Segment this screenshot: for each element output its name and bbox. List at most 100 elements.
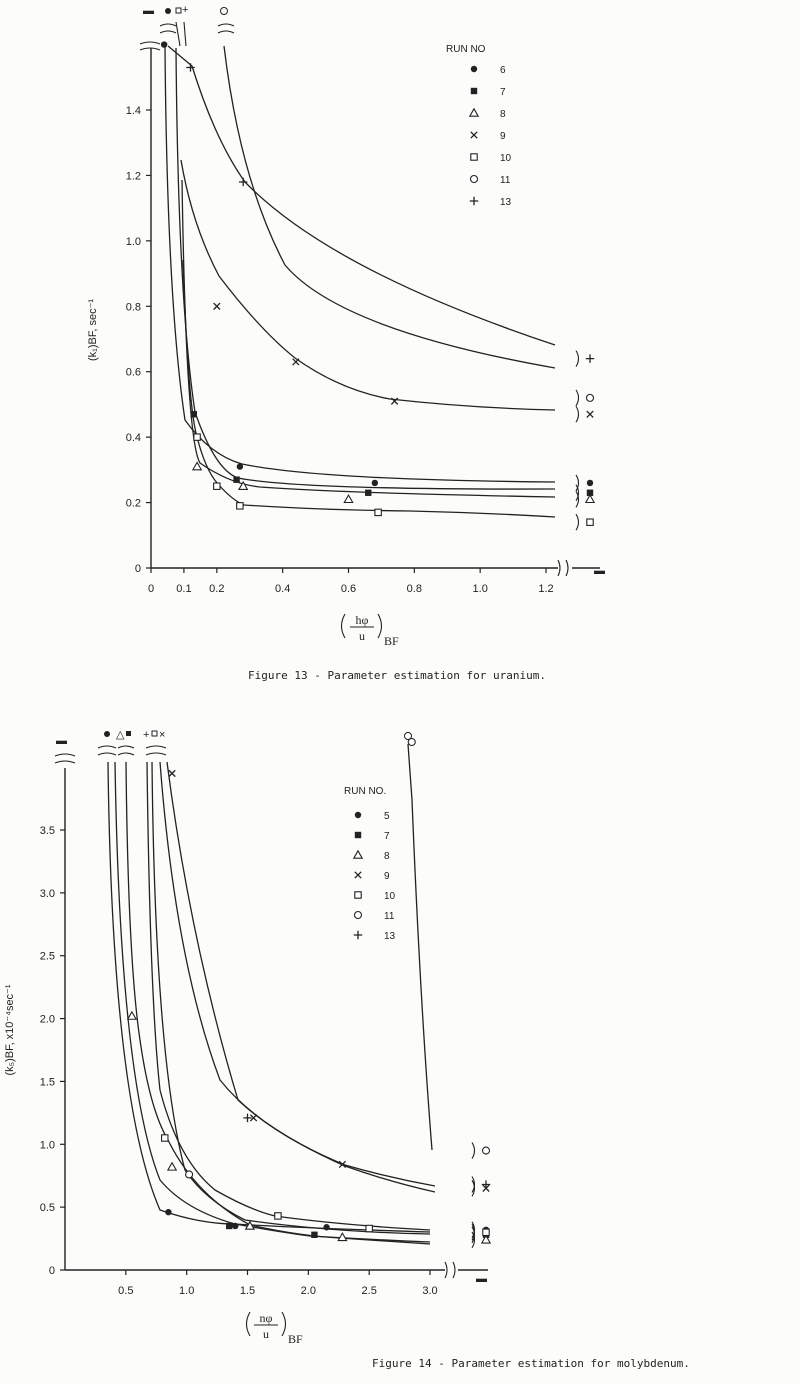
fig13-point-run10 bbox=[213, 482, 221, 490]
fig14-y-tick-label: 2.5 bbox=[40, 951, 55, 963]
fig13-tail-break bbox=[575, 474, 580, 492]
fig13-y-tick-label: 1.0 bbox=[126, 236, 141, 248]
fig14-y-tick-label: 2.0 bbox=[40, 1014, 55, 1026]
fig13-x-label-sub: BF bbox=[384, 634, 399, 648]
fig13-y-ticks: 0 0.2 0.4 0.6 0.8 1.0 1.2 1.4 bbox=[126, 105, 151, 575]
fig13-tail-marker-run13 bbox=[585, 354, 595, 363]
fig13-point-run8 bbox=[343, 493, 354, 504]
fig14-x-ticks: 0.5 1.0 1.5 2.0 2.5 3.0 bbox=[118, 1270, 438, 1297]
fig13-tail-break bbox=[575, 405, 580, 423]
fig14-point-run5 bbox=[165, 1208, 172, 1216]
fig14-top-marker-run8: △ bbox=[116, 729, 125, 741]
fig14-x-tick-label: 3.0 bbox=[422, 1285, 437, 1297]
fig13-y-tick-label: 0.8 bbox=[126, 301, 141, 313]
fig14-x-tick-label: 0.5 bbox=[118, 1285, 133, 1297]
fig13-x-tick-label: 0 bbox=[148, 583, 154, 595]
fig13-tail-break bbox=[575, 513, 580, 531]
fig13-top-breaks bbox=[159, 21, 235, 47]
fig13-legend-label: 6 bbox=[500, 65, 506, 76]
fig13-tail-break bbox=[575, 350, 580, 367]
fig14-curve-run9 bbox=[159, 761, 436, 1187]
fig14-x-label: nφ u BF bbox=[245, 1311, 303, 1346]
fig13-point-run9 bbox=[292, 358, 300, 366]
fig14-data-markers bbox=[126, 737, 416, 1242]
fig14-top-marker-run11 bbox=[404, 732, 412, 740]
fig14-legend-marker-run9 bbox=[354, 871, 362, 879]
fig13-curve-run6 bbox=[164, 45, 556, 483]
fig13-legend-marker-run11 bbox=[469, 174, 479, 184]
fig13-y-tick-label: 0.4 bbox=[126, 432, 141, 444]
fig13-y-label: (k₁)BF, sec⁻¹ bbox=[87, 299, 99, 361]
fig13-data-markers bbox=[160, 41, 399, 517]
fig14-top-marker-run5 bbox=[104, 731, 110, 737]
fig13-point-run10 bbox=[193, 433, 201, 441]
fig13-curve-run8 bbox=[181, 179, 556, 498]
fig13-top-marker-run11 bbox=[220, 7, 228, 15]
fig13-point-run6 bbox=[371, 479, 379, 487]
fig13-legend-label: 9 bbox=[500, 131, 506, 142]
fig13-curve-run11 bbox=[223, 45, 556, 369]
fig13-point-run10 bbox=[236, 502, 244, 510]
fig13-tail-marker-run10 bbox=[586, 518, 594, 526]
fig13-x-tick-label: 0.6 bbox=[341, 583, 356, 595]
fig14-top-breaks bbox=[97, 745, 167, 756]
fig14-legend-label: 7 bbox=[384, 831, 390, 842]
fig14-tail-marker-run11 bbox=[481, 1146, 491, 1155]
fig14-y-tick-label: 0 bbox=[49, 1265, 55, 1277]
fig13-legend-title: RUN NO bbox=[446, 44, 486, 55]
fig14-x-label-parens bbox=[245, 1311, 287, 1337]
fig14-top-marker-run10 bbox=[151, 730, 158, 737]
fig13-x-tick-label: 0.8 bbox=[407, 583, 422, 595]
fig13-point-run13 bbox=[186, 63, 195, 72]
fig14-y-tick-label: 1.5 bbox=[40, 1076, 55, 1088]
fig13-point-run9 bbox=[213, 302, 221, 310]
fig13-point-run7 bbox=[233, 476, 240, 483]
fig14-legend-title: RUN NO. bbox=[344, 786, 386, 797]
fig14-legend-marker-run7 bbox=[354, 831, 362, 839]
fig13-legend-marker-run9 bbox=[470, 131, 478, 139]
fig14-legend-marker-run8 bbox=[352, 849, 364, 859]
fig14-tail-break bbox=[471, 1231, 476, 1249]
fig13-infinity-tick: ▬ bbox=[594, 565, 605, 577]
fig14-legend-marker-run10 bbox=[354, 891, 362, 899]
fig14-point-run10 bbox=[274, 1212, 282, 1220]
fig14-x-tick-label: 1.5 bbox=[240, 1285, 255, 1297]
fig14-tail-break bbox=[471, 1142, 476, 1159]
fig14-y-tick-label: 1.0 bbox=[40, 1139, 55, 1151]
fig13-y-tick-label: 0 bbox=[135, 563, 141, 575]
fig14-point-run8 bbox=[244, 1220, 256, 1230]
fig13-point-run10 bbox=[374, 508, 382, 517]
fig13-x-label-num: hφ bbox=[356, 613, 369, 627]
fig14-x-tick-label: 2.5 bbox=[362, 1285, 377, 1297]
fig14-point-run9 bbox=[338, 1160, 347, 1169]
fig13-legend-label: 13 bbox=[500, 197, 512, 208]
fig13-point-run13 bbox=[238, 177, 248, 187]
fig13-tail-marker-run9 bbox=[586, 410, 594, 418]
fig14-legend-label: 5 bbox=[384, 811, 390, 822]
fig14-legend-label: 11 bbox=[384, 911, 395, 922]
fig14-point-run8 bbox=[166, 1161, 178, 1171]
fig13-tail-marker-run7 bbox=[586, 489, 594, 496]
fig13-legend-marker-run7 bbox=[470, 87, 478, 95]
fig14-tail-break bbox=[471, 1223, 476, 1241]
fig14-tail-marker-run8 bbox=[480, 1234, 492, 1244]
fig14-y-ticks: 0 0.5 1.0 1.5 2.0 2.5 3.0 3.5 bbox=[40, 825, 65, 1277]
fig14-legend-label: 10 bbox=[384, 891, 396, 902]
fig13-y-axis-break bbox=[139, 41, 161, 51]
fig14-curve-run10 bbox=[146, 761, 431, 1231]
fig14-legend-label: 13 bbox=[384, 931, 396, 942]
fig13-legend-marker-run8 bbox=[468, 107, 480, 117]
fig13-tail-break bbox=[575, 484, 580, 502]
fig14-y-label: (k₅)BF, x10⁻⁴sec⁻¹ bbox=[4, 984, 16, 1075]
fig13-curve-run13 bbox=[167, 45, 556, 346]
fig14-y-axis-break bbox=[54, 753, 76, 764]
fig13-legend-marker-run6 bbox=[470, 65, 478, 73]
fig13-x-ticks: 0 0.1 0.2 0.4 0.6 0.8 1.0 1.2 bbox=[148, 568, 554, 595]
fig14-point-run7 bbox=[226, 1222, 233, 1230]
fig13-x-tick-label: 0.4 bbox=[275, 583, 290, 595]
fig14-curve-run11-right bbox=[407, 743, 433, 1151]
fig13-legend-label: 10 bbox=[500, 153, 512, 164]
fig13-top-marker-run10 bbox=[175, 7, 182, 14]
fig14-y-tick-label: 3.5 bbox=[40, 825, 55, 837]
